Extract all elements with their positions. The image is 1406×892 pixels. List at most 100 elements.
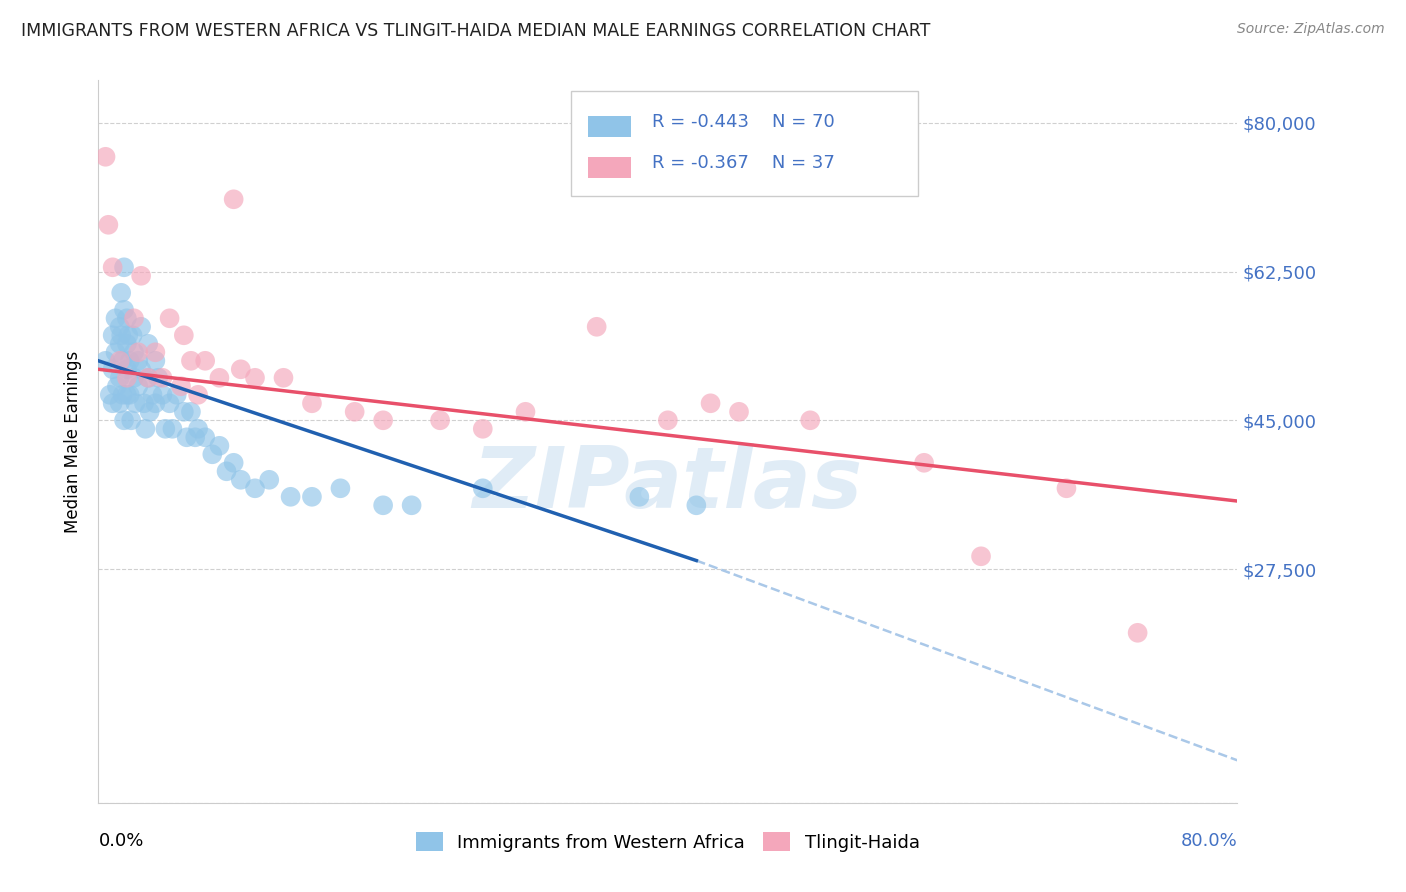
Text: 80.0%: 80.0%: [1181, 832, 1237, 850]
Point: [122, 345, 145, 359]
Point: [94, 353, 117, 368]
Y-axis label: Median Male Earnings: Median Male Earnings: [65, 351, 83, 533]
Point: [112, 302, 135, 317]
Point: [108, 371, 131, 385]
Text: ZIPatlas: ZIPatlas: [472, 443, 863, 526]
Point: [208, 371, 231, 385]
Point: [112, 260, 135, 275]
Point: [1126, 625, 1149, 640]
Point: [912, 456, 935, 470]
Point: [152, 388, 174, 402]
Point: [180, 405, 202, 419]
Point: [373, 413, 395, 427]
Point: [129, 362, 152, 376]
Point: [108, 319, 131, 334]
Point: [159, 396, 181, 410]
FancyBboxPatch shape: [571, 91, 918, 196]
Point: [243, 371, 266, 385]
Point: [184, 430, 207, 444]
Point: [173, 328, 195, 343]
Point: [471, 481, 494, 495]
Point: [101, 328, 124, 343]
Point: [115, 311, 138, 326]
Point: [176, 430, 198, 444]
Point: [229, 362, 252, 376]
Point: [515, 405, 537, 419]
Text: IMMIGRANTS FROM WESTERN AFRICA VS TLINGIT-HAIDA MEDIAN MALE EARNINGS CORRELATION: IMMIGRANTS FROM WESTERN AFRICA VS TLINGI…: [21, 22, 931, 40]
Point: [229, 473, 252, 487]
Point: [628, 490, 651, 504]
Point: [194, 353, 217, 368]
Point: [108, 353, 131, 368]
Point: [301, 490, 323, 504]
Point: [136, 371, 159, 385]
Point: [129, 268, 152, 283]
Text: R = -0.443    N = 70: R = -0.443 N = 70: [652, 113, 835, 131]
Point: [166, 388, 188, 402]
Point: [115, 388, 138, 402]
Point: [134, 422, 156, 436]
Legend: Immigrants from Western Africa, Tlingit-Haida: Immigrants from Western Africa, Tlingit-…: [409, 825, 927, 859]
Point: [104, 345, 127, 359]
Point: [208, 439, 231, 453]
Point: [104, 311, 127, 326]
Point: [145, 345, 167, 359]
Point: [111, 388, 134, 402]
Point: [118, 353, 141, 368]
Point: [101, 396, 124, 410]
Point: [159, 311, 181, 326]
Point: [122, 371, 145, 385]
Point: [97, 218, 120, 232]
Point: [187, 422, 209, 436]
Point: [115, 336, 138, 351]
Point: [162, 422, 184, 436]
Point: [110, 328, 132, 343]
Point: [657, 413, 679, 427]
Point: [148, 371, 170, 385]
Point: [970, 549, 993, 564]
Point: [343, 405, 366, 419]
Point: [699, 396, 721, 410]
Point: [127, 379, 149, 393]
Point: [129, 319, 152, 334]
Point: [122, 311, 145, 326]
Point: [471, 422, 494, 436]
Point: [799, 413, 821, 427]
Point: [215, 464, 238, 478]
Point: [94, 150, 117, 164]
Point: [118, 388, 141, 402]
Point: [259, 473, 281, 487]
Point: [373, 498, 395, 512]
Point: [222, 456, 245, 470]
Point: [301, 396, 323, 410]
Point: [108, 336, 131, 351]
Point: [136, 336, 159, 351]
Point: [273, 371, 295, 385]
Point: [127, 353, 149, 368]
Point: [170, 379, 193, 393]
Point: [155, 422, 177, 436]
Point: [180, 353, 202, 368]
Point: [124, 396, 146, 410]
Point: [121, 328, 143, 343]
Point: [138, 405, 160, 419]
Point: [173, 405, 195, 419]
Point: [111, 353, 134, 368]
Point: [222, 192, 245, 206]
Point: [108, 396, 131, 410]
Point: [127, 345, 149, 359]
Point: [110, 285, 132, 300]
Point: [132, 396, 155, 410]
Point: [98, 388, 121, 402]
Point: [136, 371, 159, 385]
Point: [115, 362, 138, 376]
Bar: [588, 157, 631, 178]
Point: [243, 481, 266, 495]
Point: [329, 481, 352, 495]
Point: [585, 319, 607, 334]
Point: [145, 396, 167, 410]
Point: [115, 371, 138, 385]
Point: [280, 490, 302, 504]
Point: [401, 498, 423, 512]
Point: [152, 371, 174, 385]
